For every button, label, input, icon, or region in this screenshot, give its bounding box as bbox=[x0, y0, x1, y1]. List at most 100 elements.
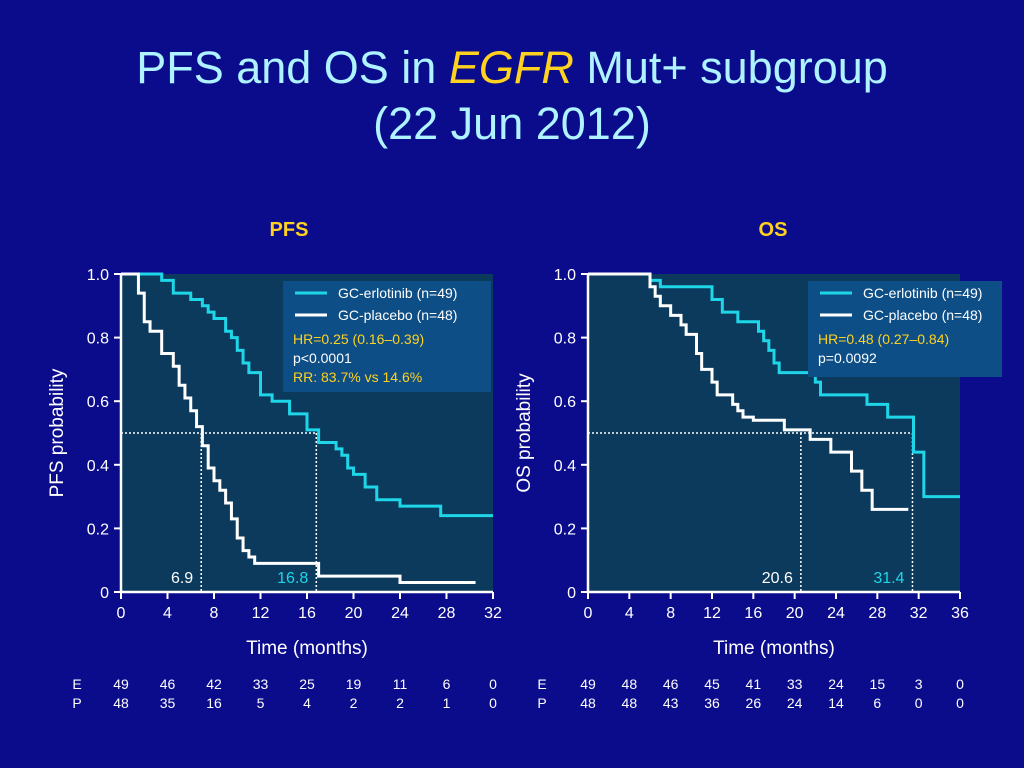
pfs-median-label: 16.8 bbox=[277, 570, 308, 587]
pfs-risk-cell: 6 bbox=[443, 676, 451, 692]
slide-title: PFS and OS in EGFR Mut+ subgroup (22 Jun… bbox=[0, 40, 1024, 152]
os-legend: GC-erlotinib (n=49) GC-placebo (n=48) HR=0… bbox=[808, 281, 1002, 377]
os-x-tick-label: 28 bbox=[868, 605, 886, 622]
os-risk-cell: 24 bbox=[828, 676, 844, 692]
pfs-risk-cell: 16 bbox=[206, 695, 222, 711]
pfs-stat-line: HR=0.25 (0.16–0.39) bbox=[293, 331, 424, 347]
os-risk-cell: 45 bbox=[704, 676, 720, 692]
pfs-x-tick-label: 12 bbox=[252, 605, 270, 622]
pfs-risk-table: E 49 46 42 33 25 19 11 6 0P 48 35 16 5 4 2 2 1 0 bbox=[72, 676, 497, 711]
os-x-tick-label: 4 bbox=[625, 605, 634, 622]
pfs-risk-cell: 35 bbox=[160, 695, 176, 711]
os-risk-cell: 6 bbox=[873, 695, 881, 711]
os-x-tick-label: 16 bbox=[744, 605, 762, 622]
pfs-risk-cell: 46 bbox=[160, 676, 176, 692]
title-line-1: PFS and OS in EGFR Mut+ subgroup bbox=[0, 40, 1024, 96]
pfs-x-tick-label: 28 bbox=[438, 605, 456, 622]
os-curve-erlotinib bbox=[588, 272, 960, 499]
os-risk-cell: 48 bbox=[580, 695, 596, 711]
os-risk-cell: 0 bbox=[956, 695, 964, 711]
os-risk-cell: 43 bbox=[663, 695, 679, 711]
pfs-y-tick-label: 0.4 bbox=[87, 458, 109, 475]
pfs-risk-row-label: P bbox=[72, 695, 81, 711]
os-legend-label: GC-placebo (n=48) bbox=[863, 307, 982, 323]
os-risk-row-label: E bbox=[537, 676, 546, 692]
pfs-risk-cell: 2 bbox=[350, 695, 358, 711]
os-x-tick-label: 24 bbox=[827, 605, 845, 622]
pfs-curve-erlotinib bbox=[121, 272, 493, 518]
os-risk-cell: 49 bbox=[580, 676, 596, 692]
os-y-tick-label: 0 bbox=[567, 585, 576, 602]
pfs-risk-cell: 25 bbox=[299, 676, 315, 692]
pfs-x-tick-label: 20 bbox=[345, 605, 363, 622]
os-stat-line: HR=0.48 (0.27–0.84) bbox=[818, 331, 949, 347]
pfs-legend-label: GC-erlotinib (n=49) bbox=[338, 285, 457, 301]
os-x-tick-label: 20 bbox=[786, 605, 804, 622]
pfs-x-tick-label: 8 bbox=[210, 605, 219, 622]
os-y-axis-label: OS probability bbox=[514, 373, 535, 493]
os-y-tick-label: 1.0 bbox=[554, 267, 576, 284]
os-y-tick-label: 0.4 bbox=[554, 458, 576, 475]
pfs-y-tick-label: 1.0 bbox=[87, 267, 109, 284]
os-risk-cell: 41 bbox=[746, 676, 762, 692]
os-risk-cell: 36 bbox=[704, 695, 720, 711]
os-risk-cell: 3 bbox=[915, 676, 923, 692]
pfs-risk-cell: 48 bbox=[113, 695, 129, 711]
os-risk-cell: 26 bbox=[746, 695, 762, 711]
os-risk-cell: 14 bbox=[828, 695, 844, 711]
pfs-y-tick-label: 0.8 bbox=[87, 331, 109, 348]
os-risk-table: E 49 48 46 45 41 33 24 15 3 0 P 48 48 43 36 26 24 14 6 0 0 bbox=[537, 676, 964, 711]
os-median-label: 20.6 bbox=[762, 570, 793, 587]
title-date: (22 Jun 2012) bbox=[373, 98, 651, 149]
os-risk-cell: 0 bbox=[956, 676, 964, 692]
os-risk-row-label: P bbox=[537, 695, 546, 711]
os-x-tick-label: 8 bbox=[666, 605, 675, 622]
os-y-tick-label: 0.8 bbox=[554, 331, 576, 348]
os-risk-cell: 0 bbox=[915, 695, 923, 711]
os-risk-cell: 46 bbox=[663, 676, 679, 692]
title-post: Mut+ subgroup bbox=[573, 42, 888, 93]
os-panel-title: OS bbox=[759, 219, 788, 241]
os-legend-box bbox=[808, 281, 1002, 377]
pfs-median-label: 6.9 bbox=[171, 570, 193, 587]
pfs-risk-cell: 2 bbox=[396, 695, 404, 711]
pfs-risk-cell: 19 bbox=[346, 676, 362, 692]
pfs-legend-box bbox=[283, 281, 491, 392]
pfs-risk-cell: 49 bbox=[113, 676, 129, 692]
pfs-x-tick-label: 0 bbox=[117, 605, 126, 622]
os-x-tick-label: 36 bbox=[951, 605, 969, 622]
pfs-risk-cell: 5 bbox=[257, 695, 265, 711]
os-risk-cell: 48 bbox=[622, 695, 638, 711]
title-pre: PFS and OS in bbox=[136, 42, 449, 93]
pfs-risk-cell: 0 bbox=[489, 695, 497, 711]
os-risk-cell: 15 bbox=[870, 676, 886, 692]
pfs-stat-line: p<0.0001 bbox=[293, 350, 352, 366]
os-stat-line: p=0.0092 bbox=[818, 350, 877, 366]
os-legend-label: GC-erlotinib (n=49) bbox=[863, 285, 982, 301]
pfs-legend: GC-erlotinib (n=49) GC-placebo (n=48) HR=0… bbox=[283, 281, 491, 392]
pfs-risk-cell: 11 bbox=[393, 676, 408, 692]
pfs-x-tick-label: 24 bbox=[391, 605, 409, 622]
pfs-curve-placebo bbox=[121, 272, 476, 584]
pfs-risk-cell: 0 bbox=[489, 676, 497, 692]
pfs-y-axis-label: PFS probability bbox=[47, 368, 68, 497]
os-risk-cell: 33 bbox=[787, 676, 803, 692]
os-x-tick-label: 0 bbox=[584, 605, 593, 622]
pfs-x-tick-label: 16 bbox=[298, 605, 316, 622]
os-x-tick-label: 12 bbox=[703, 605, 721, 622]
pfs-stat-line: RR: 83.7% vs 14.6% bbox=[293, 369, 422, 385]
pfs-risk-cell: 1 bbox=[443, 695, 451, 711]
os-y-tick-label: 0.6 bbox=[554, 394, 576, 411]
os-x-tick-label: 32 bbox=[910, 605, 928, 622]
pfs-x-tick-label: 32 bbox=[484, 605, 502, 622]
pfs-panel-title: PFS bbox=[270, 219, 309, 241]
pfs-y-tick-label: 0.2 bbox=[87, 521, 109, 538]
pfs-x-tick-label: 4 bbox=[163, 605, 172, 622]
title-gene: EGFR bbox=[448, 42, 574, 93]
pfs-x-axis-label: Time (months) bbox=[246, 638, 368, 659]
pfs-y-tick-label: 0.6 bbox=[87, 394, 109, 411]
pfs-risk-row-label: E bbox=[72, 676, 81, 692]
